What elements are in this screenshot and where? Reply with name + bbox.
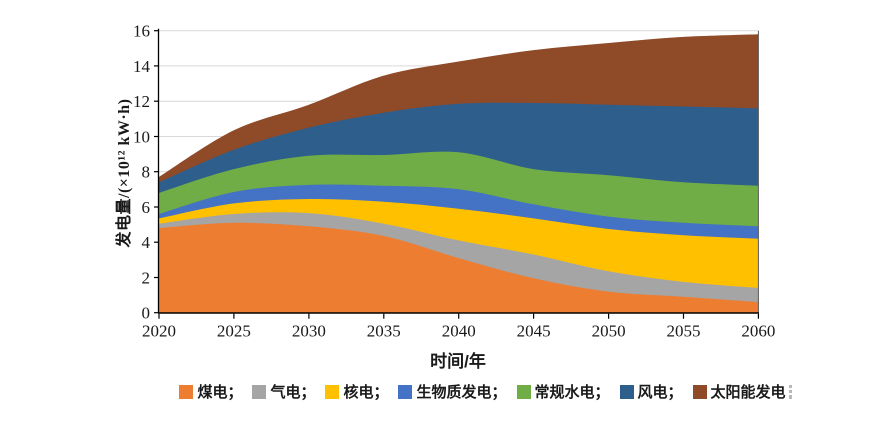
y-tick-label: 14 [133,57,151,76]
legend-label: 常规水电； [534,384,610,401]
x-axis-ticks: 2020 2025 2030 2035 2040 2045 2050 2055 2060 [142,313,775,341]
legend-label: 煤电； [197,384,243,401]
y-tick-label: 2 [142,269,151,288]
x-tick-label: 2020 [142,322,176,341]
x-tick-label: 2025 [217,322,251,341]
legend-item: 风电； [619,381,683,402]
legend-swatch-icon [516,384,531,399]
legend-label: 生物质发电； [416,384,507,401]
x-axis-title: 时间/年 [430,352,486,371]
x-tick-label: 2045 [517,322,551,341]
y-tick-label: 0 [142,304,151,323]
legend-item: 核电； [325,381,388,402]
areas [159,34,759,313]
x-tick-label: 2050 [592,322,626,341]
legend-item: 气电； [252,381,315,402]
legend-label: 风电； [637,384,683,401]
y-tick-label: 10 [133,128,150,147]
y-tick-label: 16 [133,22,150,41]
legend-item: 生物质发电； [398,381,507,402]
legend-swatch-icon [692,384,707,399]
y-axis-ticks: 0 2 4 6 8 10 12 14 16 [133,22,159,323]
legend-label: 太阳能发电 [710,384,786,401]
y-tick-label: 8 [142,163,151,182]
x-tick-label: 2055 [667,322,701,341]
area-1 [159,222,759,313]
chart-legend: 煤电； 气电； 核电； 生物质发电； 常规水电； 风电； 太阳能发电 [48,381,879,402]
artifact-mark [789,385,792,399]
axes [157,28,759,314]
x-tick-label: 2035 [367,322,401,341]
y-axis-title: 发电量/(×10¹² kW·h) [116,98,133,248]
x-tick-label: 2060 [741,322,775,341]
y-tick-label: 4 [142,233,151,252]
legend-item: 太阳能发电 [692,381,786,402]
legend-label: 气电； [270,384,316,401]
legend-swatch-icon [252,384,267,399]
x-tick-label: 2030 [292,322,326,341]
y-tick-label: 12 [133,92,150,111]
legend-item: 煤电； [179,381,242,402]
legend-label: 核电； [343,384,389,401]
y-tick-label: 6 [142,198,151,217]
legend-swatch-icon [179,384,194,399]
legend-swatch-icon [398,384,413,399]
legend-swatch-icon [619,384,634,399]
legend-swatch-icon [325,384,340,399]
legend-item: 常规水电； [516,381,610,402]
x-tick-label: 2040 [442,322,476,341]
